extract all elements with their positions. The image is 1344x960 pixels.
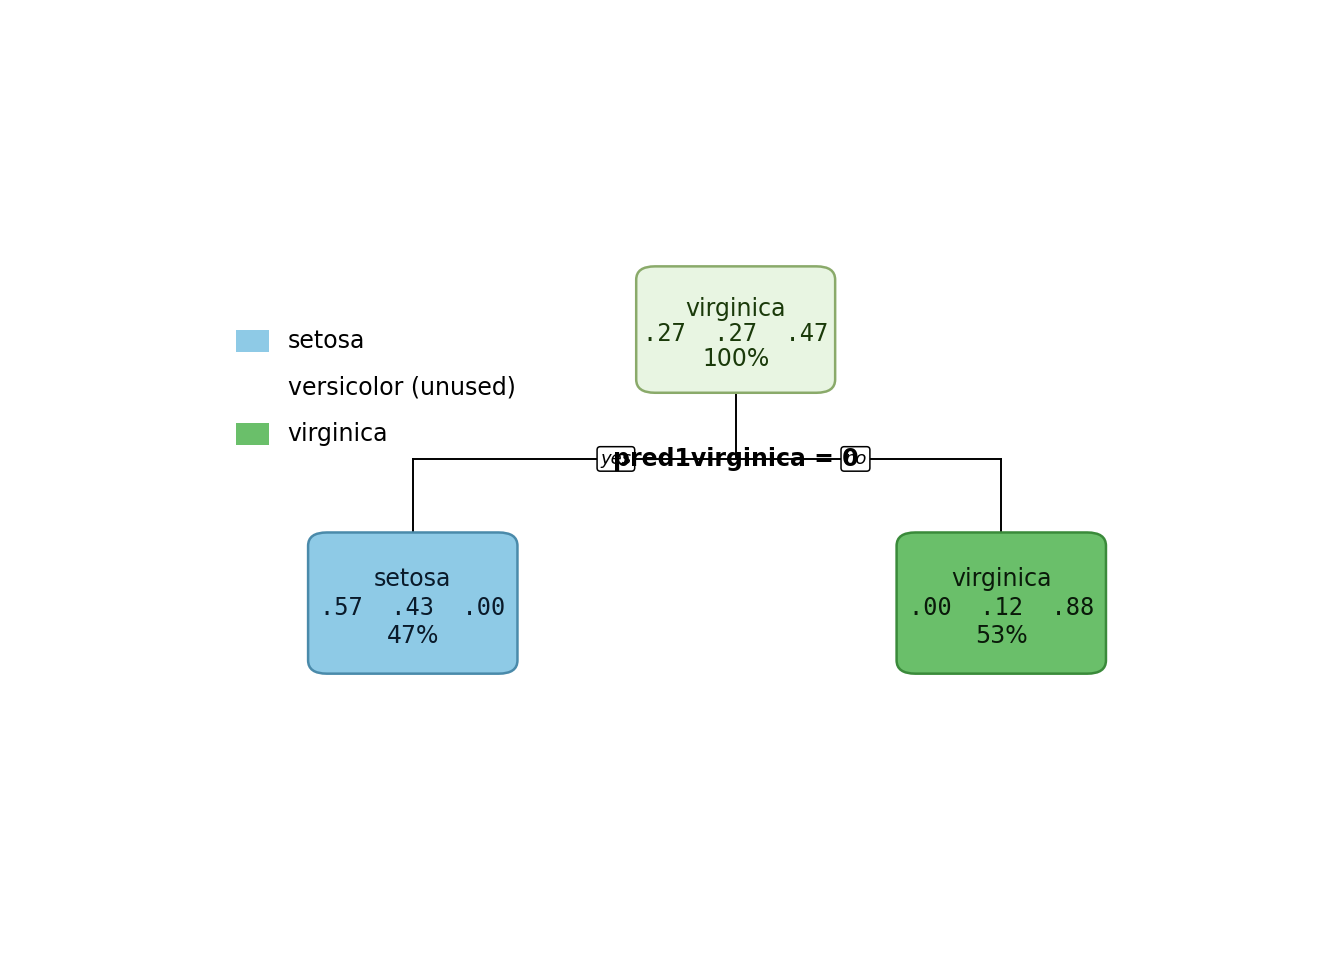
- Text: .00  .12  .88: .00 .12 .88: [909, 595, 1094, 619]
- Text: .57  .43  .00: .57 .43 .00: [320, 595, 505, 619]
- Text: no: no: [844, 450, 867, 468]
- Text: versicolor (unused): versicolor (unused): [288, 375, 516, 399]
- Text: 47%: 47%: [387, 624, 439, 648]
- Text: yes: yes: [601, 450, 632, 468]
- Text: 53%: 53%: [974, 624, 1028, 648]
- FancyBboxPatch shape: [636, 266, 835, 393]
- FancyBboxPatch shape: [235, 422, 269, 444]
- Text: virginica: virginica: [288, 421, 388, 445]
- Text: 100%: 100%: [702, 347, 769, 371]
- Text: pred1virginica = 0: pred1virginica = 0: [613, 447, 859, 471]
- FancyBboxPatch shape: [235, 329, 269, 351]
- Text: .27  .27  .47: .27 .27 .47: [642, 322, 828, 346]
- FancyBboxPatch shape: [308, 533, 517, 674]
- Text: virginica: virginica: [685, 297, 786, 321]
- Text: setosa: setosa: [288, 328, 366, 352]
- FancyBboxPatch shape: [896, 533, 1106, 674]
- Text: setosa: setosa: [374, 567, 452, 591]
- Text: virginica: virginica: [952, 567, 1051, 591]
